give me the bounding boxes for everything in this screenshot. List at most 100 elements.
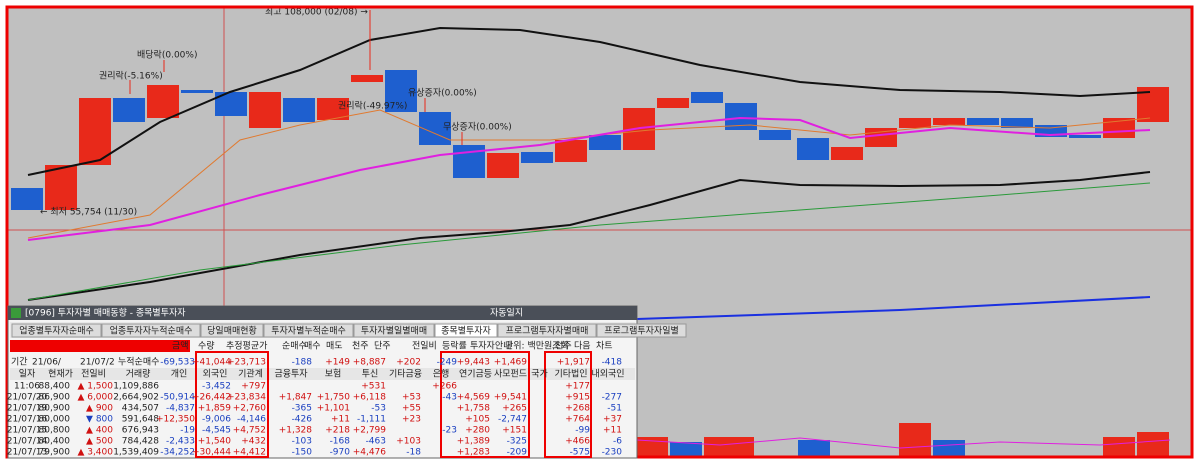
column-header: 사모펀드: [494, 369, 527, 380]
cell: +1,389: [457, 437, 491, 447]
option[interactable]: 전일비: [412, 341, 437, 352]
tab[interactable]: [101, 323, 201, 338]
period-label: 기간: [11, 357, 28, 368]
cell: +1,540: [198, 437, 232, 447]
tab[interactable]: [263, 323, 354, 338]
cumulative-value: +149: [325, 358, 350, 368]
tab-label[interactable]: 당일매매현황: [207, 326, 257, 337]
column-header: 기관계: [238, 368, 263, 380]
cell: +1,750: [317, 393, 351, 403]
chart-annotation: 권리락(-49.97%): [338, 100, 407, 112]
option[interactable]: 조회: [552, 341, 569, 352]
cell: 676,943: [122, 426, 159, 436]
tab[interactable]: [497, 323, 597, 338]
cell: +915: [565, 393, 590, 403]
option[interactable]: 금액: [172, 340, 189, 352]
cell: -230: [602, 448, 623, 458]
cell: -4,545: [202, 426, 231, 436]
row-date: 21/07/16: [7, 415, 48, 425]
cell: 80,000: [39, 415, 71, 425]
column-header: 현재가: [48, 369, 73, 380]
tab-label[interactable]: 투자자별일별매매: [361, 326, 427, 337]
tab-label[interactable]: 업종투자자누적순매수: [110, 325, 193, 337]
row-date: 21/07/13: [7, 448, 47, 458]
column-header: 투신: [362, 369, 379, 380]
cell: ▲ 1,500: [77, 382, 113, 392]
tab-label[interactable]: 종목별투자자: [441, 326, 491, 337]
chart-annotation: 배당락(0.00%): [137, 49, 197, 61]
column-header: 기타금융: [389, 369, 422, 380]
tab[interactable]: [596, 323, 687, 338]
option[interactable]: 다음: [574, 341, 591, 352]
column-header: 거래량: [126, 368, 151, 380]
cell: +6,118: [353, 393, 387, 403]
option[interactable]: 단위: 백만원,천주: [505, 341, 572, 352]
option[interactable]: 투자자안내: [470, 341, 511, 352]
period-start[interactable]: 21/06/: [32, 358, 62, 368]
cell: +151: [502, 426, 527, 436]
cell: -50,914: [160, 393, 195, 403]
cumulative-value: +1,469: [494, 358, 528, 368]
option[interactable]: 매수: [304, 341, 321, 352]
cell: +23: [402, 415, 421, 425]
column-header: 전일비: [81, 369, 106, 380]
cell: +103: [396, 437, 421, 447]
option[interactable]: 단주: [374, 341, 391, 352]
chart-annotation: ← 최저 55,754 (11/30): [40, 207, 137, 218]
cell: -575: [570, 448, 590, 458]
cell: -99: [575, 426, 590, 436]
cell: -4,837: [166, 404, 195, 414]
tab[interactable]: [200, 323, 264, 338]
tab-label[interactable]: 프로그램투자자별매매: [506, 325, 589, 337]
row-date: 21/07/14: [7, 437, 48, 447]
option[interactable]: 차트: [596, 340, 613, 352]
tab[interactable]: [353, 323, 435, 338]
option[interactable]: 등락률: [442, 340, 467, 352]
cell: +1,859: [198, 404, 232, 414]
auto-button[interactable]: 자동일지: [490, 308, 523, 319]
cell: -19: [180, 426, 195, 436]
option[interactable]: 천주: [352, 341, 369, 352]
option[interactable]: 매도: [326, 341, 343, 352]
cell: 80,400: [39, 437, 71, 447]
option[interactable]: 순매수: [282, 341, 307, 352]
cumulative-value: -69,533: [160, 358, 195, 368]
cell: +531: [361, 382, 386, 392]
tab-label[interactable]: 투자자별누적순매수: [271, 325, 346, 337]
option[interactable]: 수량: [198, 340, 215, 352]
cell: +4,569: [457, 393, 491, 403]
tab-label[interactable]: 업종별투자자순매수: [19, 326, 94, 337]
column-header: 국가: [531, 369, 548, 380]
cumulative-value: +41,044: [192, 358, 231, 368]
chart-annotation: 최고 108,000 (02/08) →: [265, 7, 368, 18]
option[interactable]: 추정평균가: [226, 341, 267, 352]
cell: -43: [442, 393, 457, 403]
cell: ▲ 3,400: [77, 448, 113, 458]
cell: -365: [292, 404, 312, 414]
cell: +280: [465, 426, 490, 436]
column-header: 연기금등: [459, 369, 492, 380]
cell: -277: [602, 393, 622, 403]
cell: -9,006: [202, 415, 231, 425]
cell: +12,350: [156, 415, 195, 425]
cell: -18: [406, 448, 421, 458]
tab-label[interactable]: 프로그램투자자일별: [604, 325, 679, 337]
cell: +265: [502, 404, 527, 414]
period-end[interactable]: 21/07/2: [80, 358, 115, 368]
cell: 784,428: [122, 437, 159, 447]
cell: 80,900: [39, 404, 71, 414]
cell: -168: [330, 437, 351, 447]
cell: -51: [607, 404, 622, 414]
cell: -209: [507, 448, 528, 458]
cell: +2,799: [353, 426, 387, 436]
row-date: 21/07/15: [7, 426, 47, 436]
tab[interactable]: [434, 323, 498, 338]
cell: 591,648: [122, 415, 159, 425]
cell: -6: [613, 437, 622, 447]
cell: +1,328: [279, 426, 313, 436]
window-title: [0796] 투자자별 매매동향 - 종목별투자자: [25, 307, 186, 319]
row-date: 21/07/19: [7, 404, 48, 414]
column-header: 금융투자: [274, 369, 308, 380]
tab[interactable]: [11, 323, 102, 338]
